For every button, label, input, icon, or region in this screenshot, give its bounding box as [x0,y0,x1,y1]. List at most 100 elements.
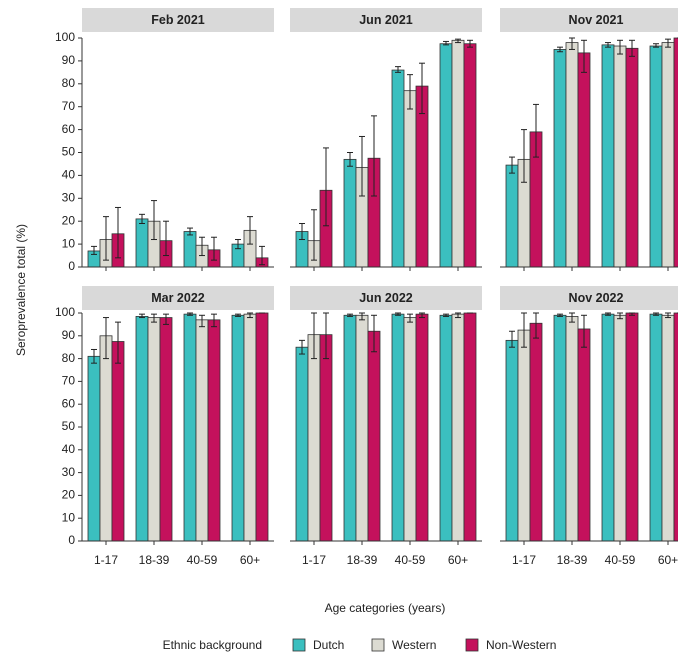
legend-label: Western [392,638,436,652]
error-bar [199,236,205,257]
error-bar [211,236,217,261]
y-tick-label: 30 [62,465,76,479]
x-tick-label: 1-17 [512,553,536,567]
error-bar [581,39,587,73]
legend-label: Dutch [313,638,344,652]
bar: Dutch [439,43,453,268]
y-tick-label: 90 [62,328,76,342]
bar: Western [661,42,675,268]
y-tick-label: 70 [62,374,76,388]
bar: Dutch [183,313,197,542]
error-bar [299,339,305,355]
y-tick-label: 40 [62,168,76,182]
y-tick-label: 50 [62,419,76,433]
error-bar [247,216,253,245]
error-bar [443,313,449,317]
error-bar [163,313,169,325]
bar: Western [243,313,257,542]
error-bar [605,42,611,48]
error-bar [151,200,157,241]
bar: Dutch [87,355,101,542]
bar: Western [661,314,675,542]
bar: Dutch [391,313,405,542]
bar: Western [307,334,321,542]
error-bar [665,38,671,48]
bar: Dutch [295,346,309,542]
facet-title: Mar 2022 [151,291,205,305]
error-bar [617,312,623,320]
error-bar [115,206,121,259]
error-bar [617,39,623,55]
bar: Non-Western [463,312,477,542]
error-bar [163,220,169,257]
y-tick-label: 70 [62,99,76,113]
x-tick-label: 40-59 [395,553,426,567]
facet-header [500,286,678,310]
legend-label: Non-Western [486,638,556,652]
error-bar [323,312,329,360]
legend-swatch [371,638,385,652]
y-tick-label: 80 [62,351,76,365]
error-bar [509,330,515,348]
bar: Western [195,319,209,542]
x-tick-label: 18-39 [557,553,588,567]
bar: Dutch [439,314,453,542]
facet-header [290,286,482,310]
bar: Western [451,313,465,542]
error-bar [653,312,659,316]
error-bar [581,314,587,348]
facet-title: Feb 2021 [151,13,205,27]
error-bar [359,135,365,197]
facet-title: Nov 2021 [569,13,624,27]
x-tick-label: 60+ [448,553,468,567]
error-bar [323,147,329,227]
y-tick-label: 100 [55,30,75,44]
error-bar [569,312,575,323]
bar: Non-Western [625,47,639,268]
bar: Non-Western [367,330,381,542]
legend-swatch [292,638,306,652]
x-tick-label: 60+ [240,553,260,567]
error-bar [103,216,109,261]
error-bar [347,152,353,167]
bar: Non-Western [207,319,221,542]
facet-header [500,8,678,32]
error-bar [533,312,539,339]
bar: Dutch [505,164,519,268]
bar: Western [451,39,465,268]
error-bar [521,129,527,183]
x-tick-label: 18-39 [347,553,378,567]
x-tick-label: 1-17 [302,553,326,567]
bar: Non-Western [111,341,125,542]
error-bar [299,222,305,241]
error-bar [91,348,97,364]
legend-swatch [465,638,479,652]
bar: Non-Western [529,322,543,542]
error-bar [359,312,365,321]
x-tick-label: 40-59 [605,553,636,567]
bar: Dutch [601,44,615,268]
error-bar [629,312,635,316]
x-tick-label: 18-39 [139,553,170,567]
bar: Dutch [391,69,405,268]
error-bar [103,317,109,360]
bar: Western [99,335,113,542]
error-bar [187,312,193,316]
error-bar [533,103,539,158]
bar: Western [403,317,417,542]
bar: Non-Western [159,317,173,542]
bar: Non-Western [577,328,591,542]
facet-header [82,286,274,310]
error-bar [665,312,671,319]
error-bar [557,46,563,53]
bar: Dutch [183,231,197,268]
bar: Non-Western [673,37,678,268]
bar: Western [613,45,627,268]
bar: Non-Western [463,43,477,268]
bar: Western [565,316,579,542]
legend-title: Ethnic background [163,638,262,652]
error-bar [521,312,527,348]
bar: Non-Western [625,312,639,542]
error-bar [407,313,413,323]
error-bar [247,312,253,319]
